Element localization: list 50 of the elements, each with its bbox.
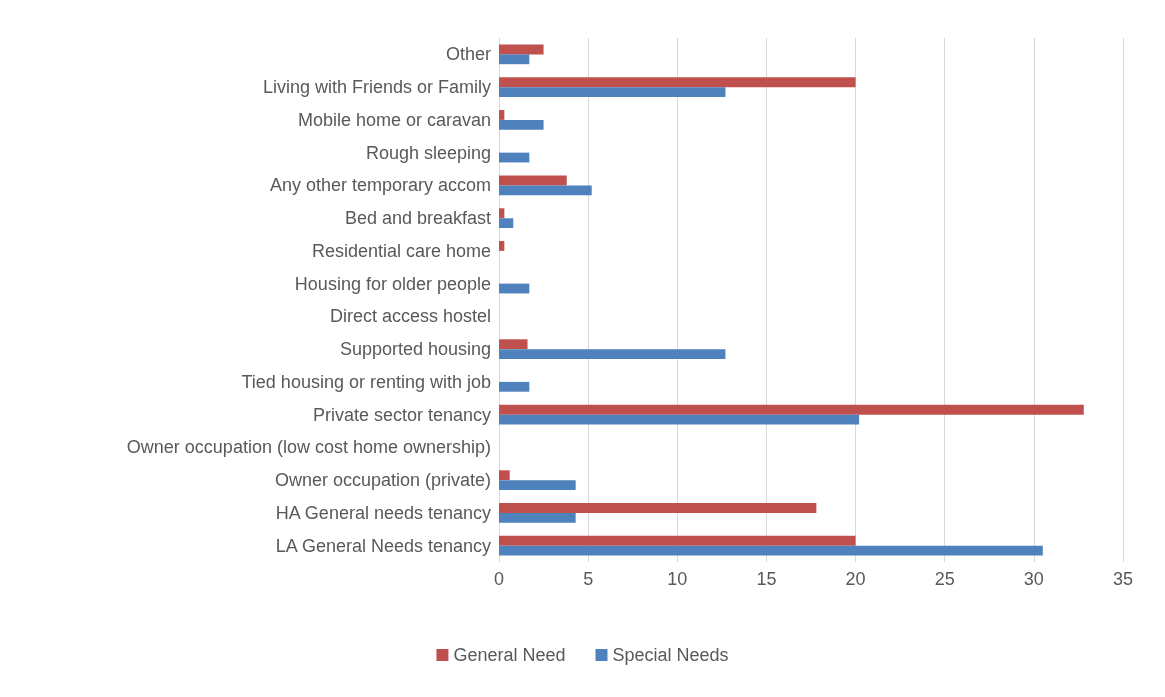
bar xyxy=(499,349,726,359)
y-tick-label: Tied housing or renting with job xyxy=(241,371,491,392)
y-tick-label: Bed and breakfast xyxy=(344,208,491,229)
bar xyxy=(499,480,576,490)
bar xyxy=(499,110,505,120)
y-tick-label: Other xyxy=(445,44,491,65)
bar xyxy=(499,512,576,523)
y-tick-label: Owner occupation (low cost home ownership) xyxy=(126,437,491,458)
y-tick-label: Living with Friends or Family xyxy=(262,77,491,98)
bar xyxy=(499,87,726,97)
x-tick-label: 15 xyxy=(756,569,777,589)
bar xyxy=(499,404,1084,415)
bar xyxy=(499,152,530,163)
legend-label: General Need xyxy=(453,645,566,665)
bar xyxy=(499,545,1043,556)
y-tick-label: HA General needs tenancy xyxy=(275,502,491,523)
y-tick-label: Residential care home xyxy=(311,240,491,261)
bar xyxy=(499,470,510,481)
bar xyxy=(499,218,514,228)
x-tick-label: 35 xyxy=(1112,569,1134,589)
y-tick-label: Private sector tenancy xyxy=(312,404,491,425)
y-tick-label: Supported housing xyxy=(339,339,491,360)
y-tick-label: Direct access hostel xyxy=(329,306,491,327)
bar xyxy=(499,208,505,219)
bar xyxy=(499,54,530,65)
bar xyxy=(499,283,530,294)
bar xyxy=(499,119,544,130)
x-tick-label: 25 xyxy=(934,569,955,589)
y-tick-label: Rough sleeping xyxy=(365,142,491,163)
x-tick-label: 30 xyxy=(1023,569,1044,589)
x-tick-label: 10 xyxy=(667,569,688,589)
y-tick-label: Housing for older people xyxy=(294,273,491,294)
bar xyxy=(499,381,530,392)
y-tick-label: LA General Needs tenancy xyxy=(275,535,491,556)
bar xyxy=(499,339,528,350)
bar xyxy=(499,241,505,251)
legend-label: Special Needs xyxy=(612,645,729,665)
bar xyxy=(499,44,544,55)
bar xyxy=(499,535,856,546)
bar xyxy=(499,503,817,513)
bar xyxy=(499,414,860,425)
x-tick-label: 5 xyxy=(583,569,594,589)
y-tick-label: Mobile home or caravan xyxy=(297,109,491,130)
bar xyxy=(499,185,592,196)
y-tick-label: Owner occupation (private) xyxy=(274,470,491,491)
bar xyxy=(499,175,567,186)
y-tick-label: Any other temporary accom xyxy=(269,175,491,196)
x-tick-label: 20 xyxy=(845,569,866,589)
x-tick-label: 0 xyxy=(493,569,505,589)
bar xyxy=(499,77,856,88)
